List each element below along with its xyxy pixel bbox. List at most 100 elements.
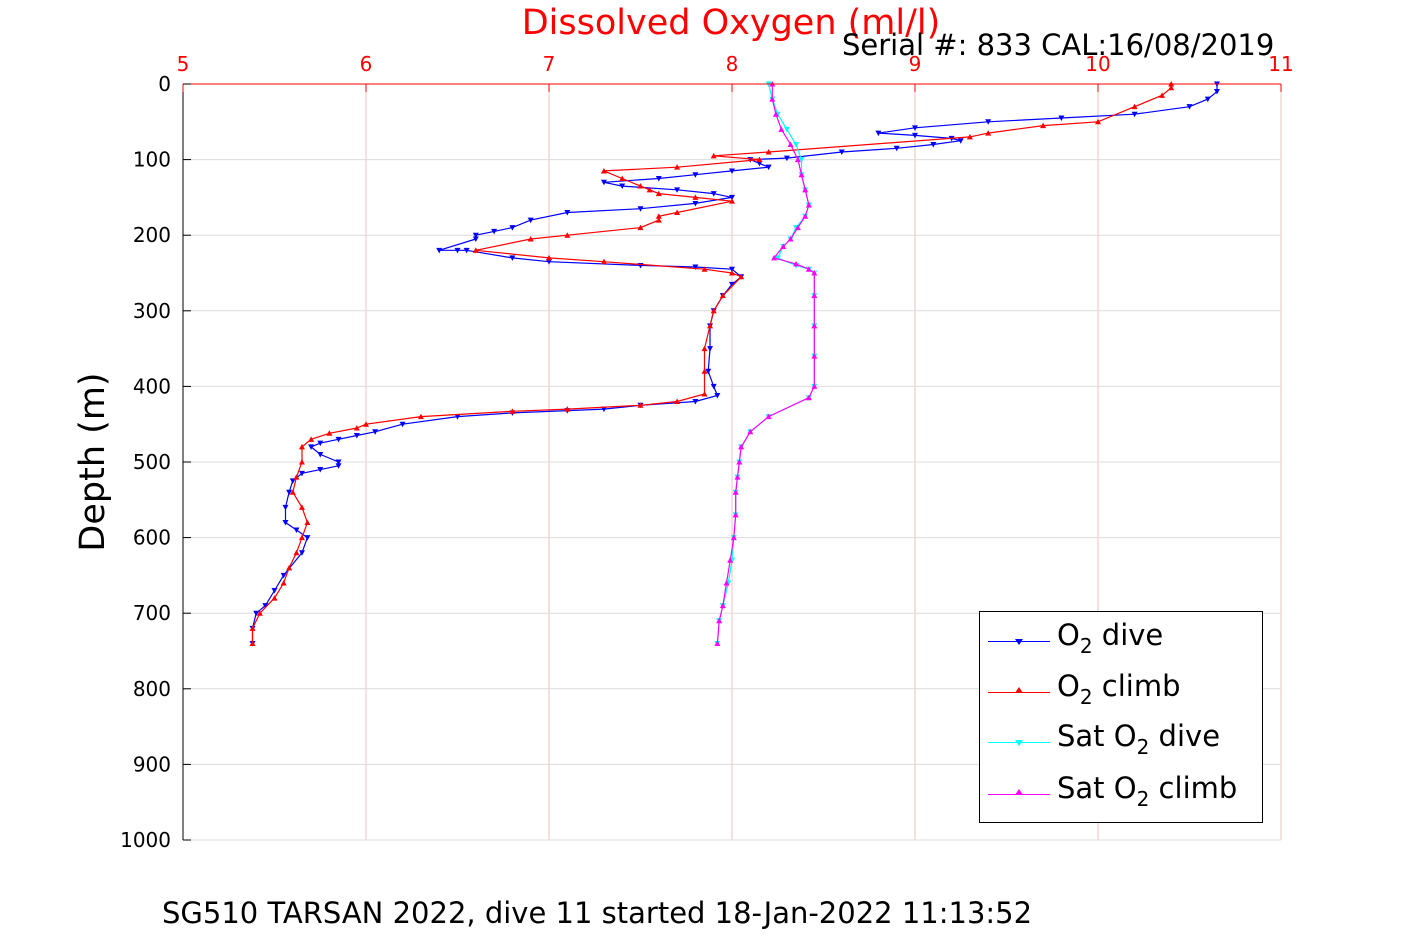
data-point — [957, 138, 964, 144]
data-point — [912, 132, 918, 139]
data-point — [326, 430, 333, 436]
data-point — [912, 125, 918, 131]
data-point — [546, 259, 552, 265]
data-point — [692, 399, 699, 405]
data-point — [472, 247, 479, 253]
data-point — [783, 126, 790, 133]
data-point — [732, 511, 739, 518]
data-point — [714, 640, 721, 646]
data-point — [564, 232, 571, 238]
data-point — [1131, 111, 1138, 118]
data-point — [778, 126, 785, 132]
data-point — [293, 527, 300, 534]
data-point — [546, 254, 552, 261]
series-line — [251, 84, 1218, 644]
data-point — [747, 428, 754, 435]
data-point — [729, 281, 735, 288]
data-point — [1186, 104, 1193, 110]
data-point — [805, 394, 812, 401]
data-point — [707, 346, 714, 352]
data-point — [335, 436, 342, 443]
data-point — [985, 119, 992, 125]
data-point — [1058, 115, 1065, 122]
data-point — [317, 467, 324, 473]
data-point — [692, 200, 699, 207]
data-point — [298, 550, 305, 556]
data-point — [710, 152, 717, 159]
series-line — [251, 84, 1172, 644]
data-point — [674, 209, 681, 216]
data-point — [710, 383, 717, 390]
data-point — [317, 440, 324, 447]
data-point — [727, 557, 734, 563]
data-point — [353, 424, 360, 431]
data-point — [729, 198, 735, 204]
data-point — [811, 270, 818, 276]
data-point — [811, 353, 818, 359]
data-point — [765, 149, 772, 155]
series-o2-climb — [249, 81, 1175, 646]
data-point — [527, 235, 534, 242]
data-point — [793, 141, 800, 148]
data-point — [811, 322, 818, 329]
data-point — [765, 164, 772, 171]
data-point — [304, 519, 311, 525]
data-point — [893, 145, 900, 152]
legend-marker-icon — [1015, 789, 1023, 795]
data-point — [655, 213, 662, 219]
data-point — [701, 266, 708, 272]
data-point — [729, 194, 735, 201]
dive-caption: SG510 TARSAN 2022, dive 11 started 18-Ja… — [162, 896, 1033, 930]
y-tick-label: 0 — [158, 72, 171, 96]
y-tick-label: 700 — [133, 601, 171, 625]
data-point — [619, 175, 626, 181]
legend-label: Sat O2 climb — [1057, 771, 1238, 811]
data-point — [710, 191, 717, 197]
data-point — [637, 206, 644, 212]
data-point — [838, 149, 845, 156]
data-point — [1204, 96, 1211, 103]
data-point — [298, 459, 305, 465]
data-point — [271, 588, 278, 594]
legend-item-o2-climb: O2 climb — [980, 663, 1262, 713]
series-layer — [249, 81, 1220, 647]
data-point — [256, 610, 263, 616]
data-point — [707, 322, 714, 329]
data-point — [280, 579, 287, 586]
y-tick-label: 800 — [133, 677, 171, 701]
data-point — [293, 474, 300, 480]
data-point — [637, 224, 644, 231]
data-point — [701, 390, 708, 397]
data-point — [271, 595, 278, 601]
data-point — [811, 383, 818, 389]
data-point — [509, 408, 516, 414]
data-point — [286, 489, 293, 496]
legend-marker-icon — [1015, 740, 1023, 746]
data-point — [732, 489, 739, 495]
data-point — [811, 292, 818, 299]
legend-item-sat-o2-dive: Sat O2 dive — [980, 713, 1262, 763]
data-point — [701, 345, 708, 352]
data-point — [729, 168, 735, 174]
data-point — [436, 247, 443, 254]
y-axis-label: Depth (m) — [73, 372, 113, 551]
series-sat-o2-climb — [714, 81, 818, 646]
data-point — [417, 413, 424, 420]
data-point — [289, 489, 296, 495]
data-point — [335, 463, 342, 469]
x-tick-label: 9 — [909, 52, 922, 76]
data-point — [280, 572, 287, 579]
data-point — [701, 368, 708, 374]
legend: O2 dive O2 climb Sat O2 dive Sat O2 clim… — [979, 611, 1263, 823]
data-point — [298, 504, 305, 510]
data-point — [787, 141, 794, 147]
data-point — [734, 474, 741, 480]
data-point — [527, 217, 534, 224]
data-point — [729, 270, 735, 276]
data-point — [1131, 103, 1138, 110]
data-point — [454, 247, 461, 254]
legend-item-sat-o2-climb: Sat O2 climb — [980, 765, 1262, 815]
data-point — [780, 243, 787, 250]
data-point — [372, 429, 379, 435]
